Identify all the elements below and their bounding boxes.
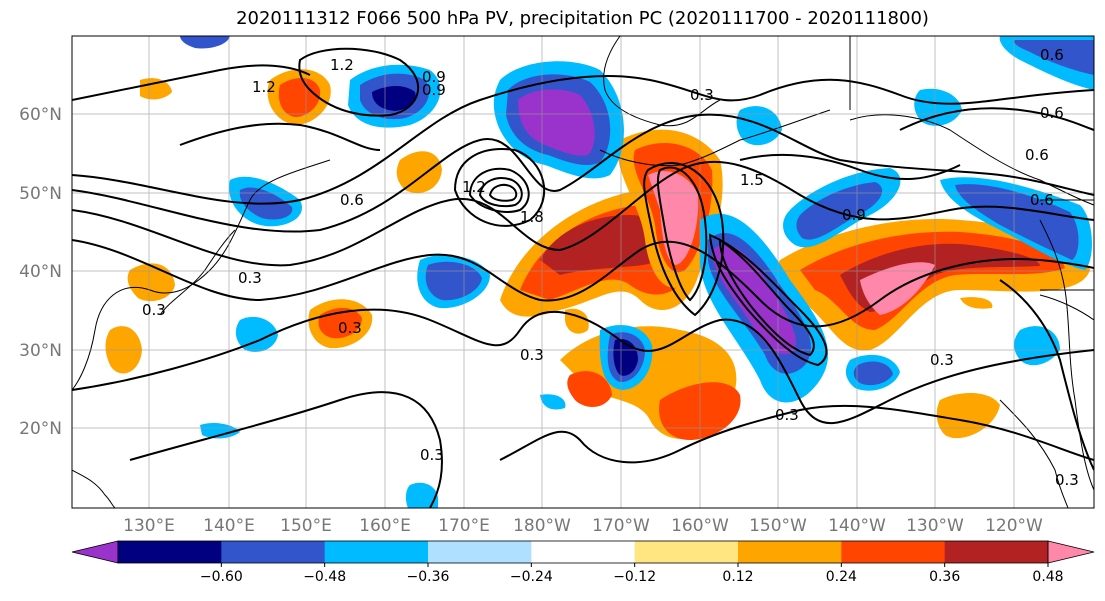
lat-tick: 40°N — [19, 262, 62, 282]
lon-tick: 160°W — [671, 516, 729, 536]
contour-label: 0.3 — [1055, 471, 1079, 489]
contour-label: 0.9 — [422, 81, 446, 99]
lon-tick: 130°W — [906, 516, 964, 536]
lon-tick: 140°W — [828, 516, 886, 536]
colorbar-segment — [428, 541, 532, 563]
colorbar-tick-label: −0.12 — [613, 569, 656, 585]
contour-label: 0.3 — [142, 301, 166, 319]
contour-label: 0.3 — [420, 446, 444, 464]
lat-tick: 20°N — [19, 419, 62, 439]
contour-label: 0.6 — [1025, 146, 1049, 164]
colorbar-tick-label: −0.60 — [200, 569, 243, 585]
lat-tick: 60°N — [19, 105, 62, 125]
contour-label: 0.6 — [1040, 46, 1064, 64]
contour-label: 0.3 — [520, 346, 544, 364]
lon-tick: 180°W — [513, 516, 571, 536]
contour-label: 0.6 — [340, 191, 364, 209]
lon-tick: 130°E — [123, 516, 175, 536]
colorbar-segment — [221, 541, 326, 563]
colorbar-segment — [634, 541, 739, 563]
lat-tick: 30°N — [19, 341, 62, 361]
lon-tick: 160°E — [359, 516, 411, 536]
colorbar-segment — [531, 541, 636, 563]
lon-tick: 170°W — [592, 516, 650, 536]
contour-label: 0.9 — [422, 68, 446, 86]
colorbar-extend-high — [1047, 540, 1095, 564]
longitude-tick-labels: 130°E 140°E 150°E 160°E 170°E 180°W 170°… — [123, 516, 1043, 536]
contour-label: 0.9 — [842, 206, 866, 224]
lat-tick: 50°N — [19, 184, 62, 204]
contour-label: 1.5 — [740, 171, 764, 189]
colorbar-segment — [738, 541, 842, 563]
colorbar-tick-label: −0.36 — [407, 569, 450, 585]
contour-labels: 1.2 0.9 0.6 0.9 1.2 0.6 0.3 0.3 0.3 0.3 … — [142, 46, 1079, 489]
colorbar-segment — [324, 541, 429, 563]
contour-label: 0.3 — [338, 319, 362, 337]
colorbar: −0.60 −0.48 −0.36 −0.24 −0.12 0.12 0.24 0.36 0.4… — [71, 540, 1095, 585]
colorbar-segment — [118, 541, 222, 563]
contour-label: 1.2 — [462, 178, 486, 196]
lon-tick: 150°E — [280, 516, 332, 536]
lon-tick: 120°W — [985, 516, 1043, 536]
contour-label: 0.6 — [1040, 104, 1064, 122]
colorbar-tick-label: −0.48 — [303, 569, 346, 585]
colorbar-tick-label: 0.24 — [826, 569, 857, 585]
map-title: 2020111312 F066 500 hPa PV, precipitatio… — [236, 8, 929, 29]
pv-contours — [72, 47, 1094, 508]
gridlines — [72, 36, 1094, 508]
plot-frame — [71, 35, 1095, 509]
colorbar-tick-label: 0.12 — [722, 569, 753, 585]
contour-label: 0.3 — [775, 406, 799, 424]
colorbar-segment — [944, 541, 1049, 563]
contour-label: 0.3 — [930, 351, 954, 369]
lon-tick: 150°W — [749, 516, 807, 536]
contour-label: 0.3 — [238, 269, 262, 287]
contour-label: 0.3 — [690, 86, 714, 104]
colorbar-tick-label: 0.48 — [1032, 569, 1063, 585]
contour-label: 1.8 — [520, 208, 544, 226]
lon-tick: 170°E — [438, 516, 490, 536]
colorbar-tick-label: 0.36 — [929, 569, 960, 585]
colorbar-frame — [117, 540, 1049, 564]
colorbar-extend-low — [71, 540, 119, 564]
contour-label: 1.2 — [330, 56, 354, 74]
colorbar-segment — [841, 541, 946, 563]
contour-label: 1.2 — [252, 78, 276, 96]
lon-tick: 140°E — [203, 516, 255, 536]
colorbar-tick-label: −0.24 — [510, 569, 553, 585]
latitude-tick-labels: 60°N 50°N 40°N 30°N 20°N — [19, 105, 62, 439]
contour-label: 0.6 — [1030, 191, 1054, 209]
